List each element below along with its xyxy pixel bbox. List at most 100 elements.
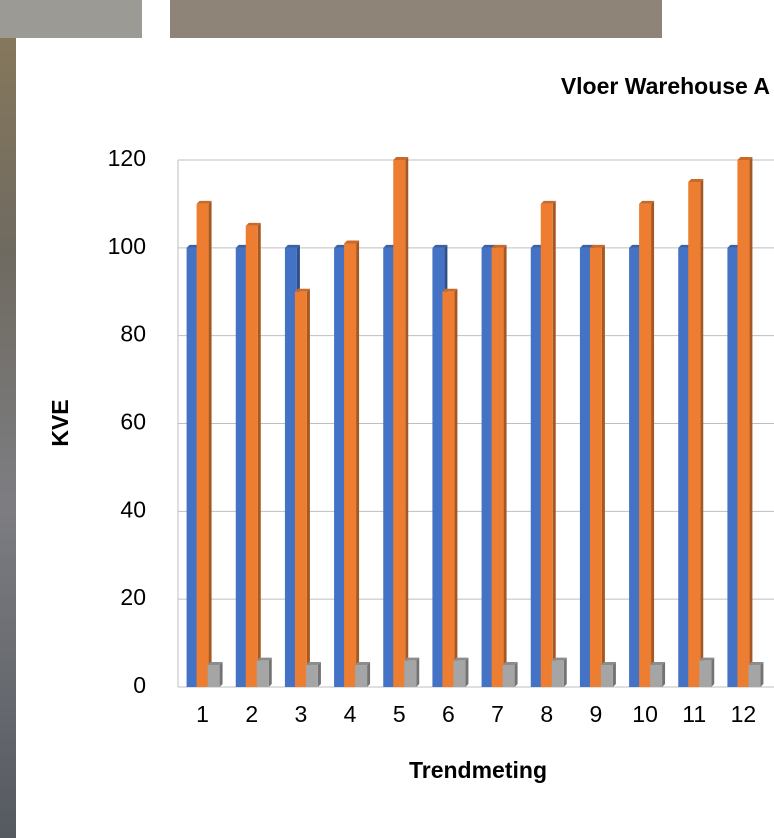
bar [540, 203, 553, 687]
bar-side [257, 222, 261, 687]
y-tick-label: 80 [120, 321, 146, 347]
bar [207, 665, 220, 687]
bar [688, 181, 701, 688]
bar [393, 160, 406, 687]
photo-strip [0, 0, 16, 838]
bar-top [284, 244, 300, 248]
bar-side [612, 662, 616, 687]
bar-top [540, 200, 556, 204]
x-tick-label: 1 [196, 701, 209, 727]
y-tick-label: 40 [120, 496, 146, 522]
bar [491, 247, 504, 688]
bar-top [344, 240, 360, 244]
bar [481, 247, 494, 688]
bar-side [503, 244, 507, 688]
bar [650, 665, 663, 687]
x-tick-label: 11 [682, 701, 706, 727]
bar-side [356, 240, 360, 688]
y-tick-label: 100 [108, 233, 146, 259]
bar-side [268, 657, 272, 687]
bar-top [393, 157, 409, 160]
y-tick-label: 60 [120, 409, 146, 435]
bar-top [355, 662, 371, 666]
bar-top [589, 244, 605, 248]
bar [678, 247, 691, 688]
bar-side [601, 244, 605, 688]
bar [284, 247, 297, 688]
x-tick-label: 2 [245, 701, 258, 727]
bar [245, 225, 258, 687]
bar [404, 660, 417, 687]
photo-thumb [170, 0, 662, 38]
bar [453, 660, 466, 687]
bar [186, 247, 199, 688]
bar [334, 247, 347, 688]
bar-top [453, 657, 469, 661]
bar-top [404, 657, 420, 661]
bar [256, 660, 269, 687]
x-tick-label: 6 [442, 701, 455, 727]
bar-top [737, 157, 753, 160]
bar-top [432, 244, 448, 248]
bar-top [688, 178, 704, 182]
y-tick-label: 120 [108, 145, 146, 171]
bar-top [502, 662, 518, 666]
bar-top [551, 657, 567, 661]
bar-side [563, 657, 567, 687]
bar [355, 665, 368, 687]
chart-title: Vloer Warehouse A [561, 73, 770, 99]
x-tick-label: 9 [590, 701, 603, 727]
bar [530, 247, 543, 688]
y-tick-label: 20 [120, 584, 146, 610]
bar [502, 665, 515, 687]
bar [600, 665, 613, 687]
bar-top [305, 662, 321, 666]
bar-side [454, 288, 458, 687]
bar-side [465, 657, 469, 687]
bar [727, 247, 740, 688]
bar-side [514, 662, 518, 687]
bar-side [711, 657, 715, 687]
x-tick-label: 12 [731, 701, 757, 727]
x-tick-label: 10 [632, 701, 658, 727]
bar-side [760, 662, 764, 687]
bar [748, 665, 761, 687]
bar-side [700, 178, 704, 688]
bar [305, 665, 318, 687]
bar-top [245, 222, 261, 226]
x-tick-label: 7 [491, 701, 504, 727]
photo-thumb [0, 0, 142, 38]
bar [344, 243, 357, 688]
bar-side [405, 157, 409, 687]
bar-top [650, 662, 666, 666]
bar [737, 160, 750, 687]
y-axis-label: KVE [47, 399, 73, 446]
bar [383, 247, 396, 688]
bar [235, 247, 248, 688]
x-axis-label: Trendmeting [409, 757, 547, 783]
y-tick-label: 0 [133, 672, 146, 698]
bar [589, 247, 602, 688]
x-tick-label: 3 [295, 701, 308, 727]
bar-top [196, 200, 212, 204]
x-tick-label: 5 [393, 701, 406, 727]
bar [629, 247, 642, 688]
bar-top [639, 200, 655, 204]
bar-top [256, 657, 272, 661]
bar-top [294, 288, 310, 292]
bar [639, 203, 652, 687]
bar-top [600, 662, 616, 666]
bar-top [699, 657, 715, 661]
bar-side [552, 200, 556, 687]
bar-side [749, 157, 753, 687]
bar [579, 247, 592, 688]
bar-side [208, 200, 212, 687]
bar [196, 203, 209, 687]
bar [699, 660, 712, 687]
bar-side [306, 288, 310, 687]
bar-top [748, 662, 764, 666]
bar-side [416, 657, 420, 687]
bar-side [662, 662, 666, 687]
bar-side [219, 662, 223, 687]
